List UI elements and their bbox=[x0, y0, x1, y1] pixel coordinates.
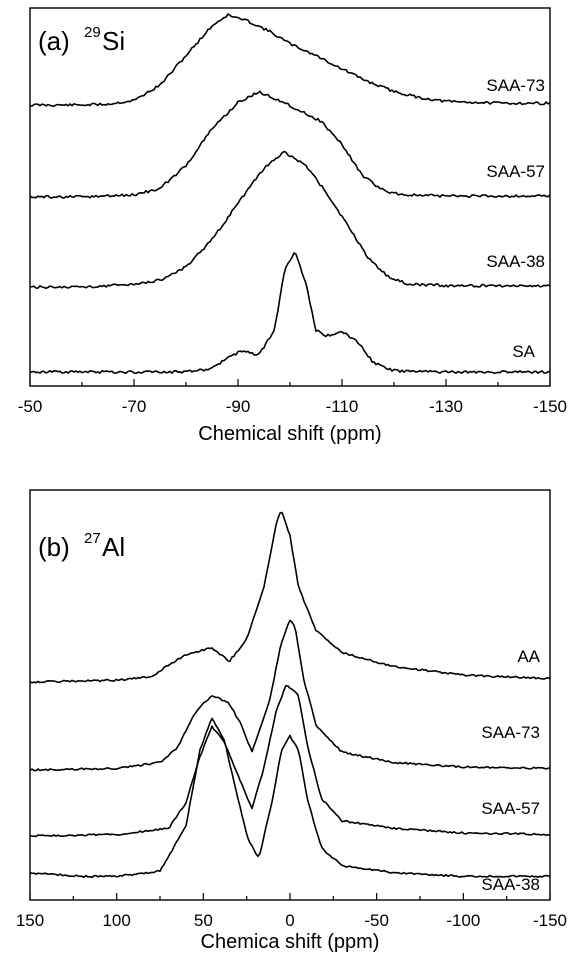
x-tick-label: -50 bbox=[18, 397, 43, 416]
panel-b-label: (b) bbox=[38, 532, 70, 562]
x-tick-label: 50 bbox=[194, 911, 213, 930]
x-tick-label: 150 bbox=[16, 911, 44, 930]
spectrum-trace-saa-57 bbox=[29, 684, 551, 838]
panel-a-x-axis-label: Chemical shift (ppm) bbox=[198, 423, 381, 445]
series-label: SAA-57 bbox=[486, 162, 545, 181]
panel-a-plot-frame bbox=[29, 7, 551, 387]
x-tick-label: -100 bbox=[446, 911, 480, 930]
series-label: SAA-57 bbox=[481, 799, 540, 818]
panel-a-si29: (a) 29 Si -50 -70 -90 -110 -130 -150 SAA-73SA… bbox=[18, 7, 567, 445]
x-tick-label: 100 bbox=[102, 911, 130, 930]
series-label: SAA-73 bbox=[486, 76, 545, 95]
panel-a-nucleus-mass: 29 bbox=[84, 24, 101, 41]
x-tick-label: -110 bbox=[326, 397, 359, 416]
spectrum-trace-saa-73 bbox=[29, 13, 551, 107]
panel-a-traces: SAA-73 SAA-57 SAA-38 SA bbox=[29, 13, 551, 375]
spectrum-trace-saa-73 bbox=[29, 619, 551, 772]
x-tick-label: -130 bbox=[429, 397, 463, 416]
x-tick-label: -150 bbox=[533, 397, 567, 416]
spectrum-trace-aa bbox=[29, 511, 551, 684]
x-tick-label: 0 bbox=[285, 911, 294, 930]
series-label: SAA-73 bbox=[481, 723, 540, 742]
series-label: SA bbox=[512, 342, 535, 361]
spectrum-trace-sa bbox=[29, 252, 551, 375]
series-label: SAA-38 bbox=[486, 252, 545, 271]
panel-a-nucleus-symbol: Si bbox=[102, 26, 125, 56]
series-label: AA bbox=[517, 647, 540, 666]
spectrum-trace-saa-38 bbox=[29, 717, 551, 879]
panel-b-al27: (b) 27 Al 150 100 50 0 -50 -100 -150 AA SAA-73 S… bbox=[16, 489, 567, 953]
panel-b-x-axis-label: Chemica shift (ppm) bbox=[201, 931, 380, 953]
panel-a-label: (a) bbox=[38, 26, 70, 56]
panel-b-nucleus-mass: 27 bbox=[84, 530, 101, 547]
x-tick-label: -50 bbox=[364, 911, 389, 930]
panel-a-x-ticks: -50 -70 -90 -110 -130 -150 bbox=[18, 379, 567, 416]
panel-b-traces: AA SAA-73 SAA-57 SAA-38 bbox=[29, 511, 551, 894]
series-label: SAA-38 bbox=[481, 875, 540, 894]
x-tick-label: -150 bbox=[533, 911, 567, 930]
x-tick-label: -90 bbox=[226, 397, 251, 416]
panel-b-nucleus-symbol: Al bbox=[102, 532, 125, 562]
panel-b-x-ticks: 150 100 50 0 -50 -100 -150 bbox=[16, 893, 567, 930]
spectrum-trace-saa-57 bbox=[29, 90, 551, 199]
x-tick-label: -70 bbox=[122, 397, 147, 416]
spectrum-trace-saa-38 bbox=[29, 150, 551, 290]
